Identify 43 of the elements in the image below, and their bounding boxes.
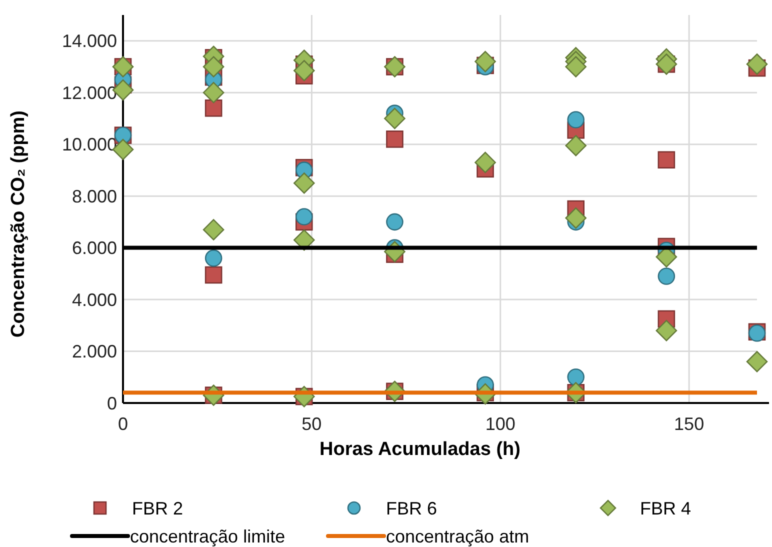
point	[384, 108, 406, 130]
point	[204, 266, 222, 284]
point	[202, 219, 224, 240]
point	[565, 134, 587, 156]
legend-label: FBR 2	[132, 498, 184, 518]
x-axis-title: Horas Acumuladas (h)	[320, 439, 520, 460]
point	[658, 151, 676, 169]
y-tick-label: 0	[106, 393, 117, 414]
y-tick-label: 4.000	[72, 290, 117, 310]
point	[204, 249, 222, 267]
point	[746, 53, 768, 75]
legend-label: concentração limite	[130, 526, 286, 546]
y-tick-label: 8.000	[72, 186, 117, 206]
point	[746, 350, 768, 372]
point	[474, 152, 496, 174]
y-tick-label: 12.000	[62, 82, 117, 103]
point	[565, 56, 587, 78]
legend-label: FBR 6	[386, 498, 438, 518]
point	[293, 172, 315, 194]
point	[656, 320, 678, 342]
legend-label: FBR 4	[640, 498, 692, 518]
y-tick-label: 6.000	[72, 238, 117, 258]
point	[658, 268, 676, 285]
point	[386, 130, 404, 148]
legend-label: concentração atm	[386, 526, 530, 546]
y-tick-label: 2.000	[72, 342, 117, 362]
x-tick-label: 50	[302, 414, 322, 434]
y-axis-title: Concentração CO₂ (ppm)	[8, 110, 29, 338]
point	[567, 368, 585, 386]
point	[386, 213, 404, 231]
x-tick-label: 150	[674, 414, 704, 434]
x-tick-label: 100	[485, 414, 516, 434]
point	[295, 208, 313, 226]
point	[204, 99, 222, 117]
point	[565, 207, 587, 229]
point	[293, 229, 315, 251]
point	[293, 60, 315, 82]
point	[202, 56, 224, 78]
point	[202, 82, 224, 104]
y-tick-label: 14.000	[62, 31, 117, 52]
point	[474, 50, 496, 72]
point	[656, 53, 678, 75]
point	[567, 111, 585, 128]
